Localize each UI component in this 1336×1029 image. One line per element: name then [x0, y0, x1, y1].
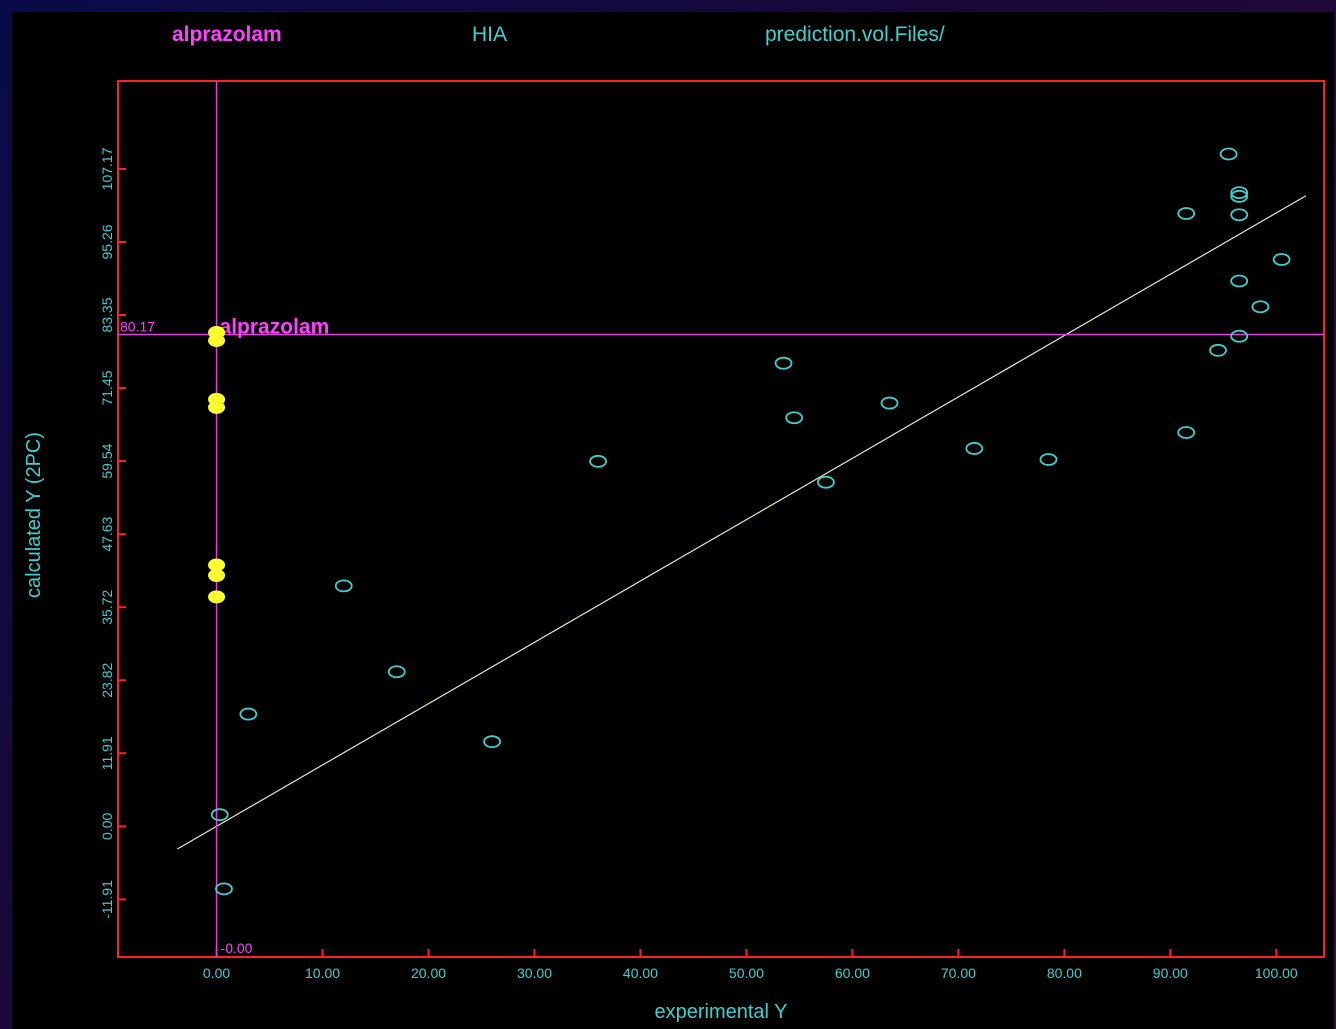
data-point — [1230, 274, 1249, 288]
data-point — [387, 665, 406, 679]
data-point — [1219, 147, 1238, 161]
data-point — [1209, 343, 1227, 357]
data-point — [774, 356, 793, 370]
data-point — [210, 808, 229, 822]
x-tick-label: 40.00 — [623, 965, 658, 981]
x-tick-label: 0.00 — [203, 965, 230, 981]
data-point — [1177, 207, 1196, 220]
x-tick-label: 50.00 — [729, 965, 764, 981]
data-point — [1230, 189, 1249, 203]
x-tick-label: 10.00 — [305, 965, 340, 981]
y-tick-label: -11.91 — [99, 880, 115, 919]
y-tick-label: 83.35 — [99, 297, 115, 332]
data-point — [1230, 186, 1249, 200]
data-point — [215, 882, 233, 896]
x-tick-label: 90.00 — [1153, 965, 1188, 981]
data-point — [239, 707, 258, 721]
x-tick-label: 60.00 — [835, 965, 870, 981]
highlighted-point — [208, 333, 226, 347]
data-points — [210, 147, 1291, 896]
y-tick-label: 59.54 — [99, 443, 115, 478]
data-point — [785, 411, 804, 425]
highlighted-point — [208, 590, 226, 604]
data-point — [1230, 208, 1249, 222]
highlighted-points — [208, 326, 226, 604]
y-axis-label: calculated Y (2PC) — [23, 432, 45, 598]
data-point — [1177, 426, 1196, 439]
property-title: HIA — [472, 23, 507, 46]
data-point — [334, 579, 353, 593]
data-point — [1251, 300, 1270, 314]
y-axis: -11.91 0.00 11.91 23.82 35.72 47.63 59.54 71.45… — [99, 147, 126, 919]
data-point — [1230, 329, 1249, 343]
y-tick-label: 71.45 — [99, 370, 115, 405]
x-tick-label: 100.00 — [1255, 965, 1298, 981]
data-point — [817, 475, 835, 489]
y-tick-label: 11.91 — [99, 736, 115, 770]
x-tick-label: 80.00 — [1047, 965, 1082, 981]
y-tick-label: 107.17 — [99, 147, 115, 190]
compound-title: alprazolam — [172, 23, 282, 46]
highlighted-point — [208, 400, 226, 414]
data-point — [965, 442, 984, 455]
plot-window — [12, 12, 1334, 1029]
data-point — [880, 396, 899, 410]
y-tick-label: 95.26 — [99, 224, 115, 259]
y-tick-label: 0.00 — [99, 812, 115, 839]
y-tick-label: 47.63 — [99, 516, 115, 551]
plot-frame — [117, 80, 1325, 958]
y-tick-label: 35.72 — [99, 589, 115, 624]
x-axis: 0.00 10.00 20.00 30.00 40.00 50.00 60.00 70.00 8… — [203, 949, 1298, 981]
data-point — [483, 735, 501, 749]
x-tick-label: 20.00 — [411, 965, 446, 981]
path-title: prediction.vol.Files/ — [765, 23, 945, 46]
cursor-compound-label: alprazolam — [220, 316, 330, 339]
x-tick-label: 30.00 — [517, 965, 552, 981]
data-point — [1039, 453, 1058, 466]
regression-line — [177, 195, 1307, 850]
x-tick-label: 70.00 — [941, 965, 976, 981]
highlighted-point — [208, 568, 226, 582]
cursor-x-value: -0.00 — [221, 940, 253, 956]
x-axis-label: experimental Y — [654, 1001, 787, 1023]
y-tick-label: 23.82 — [99, 662, 115, 697]
cursor-y-value: 80.17 — [120, 319, 155, 335]
data-point — [589, 454, 607, 468]
data-point — [1272, 253, 1291, 266]
